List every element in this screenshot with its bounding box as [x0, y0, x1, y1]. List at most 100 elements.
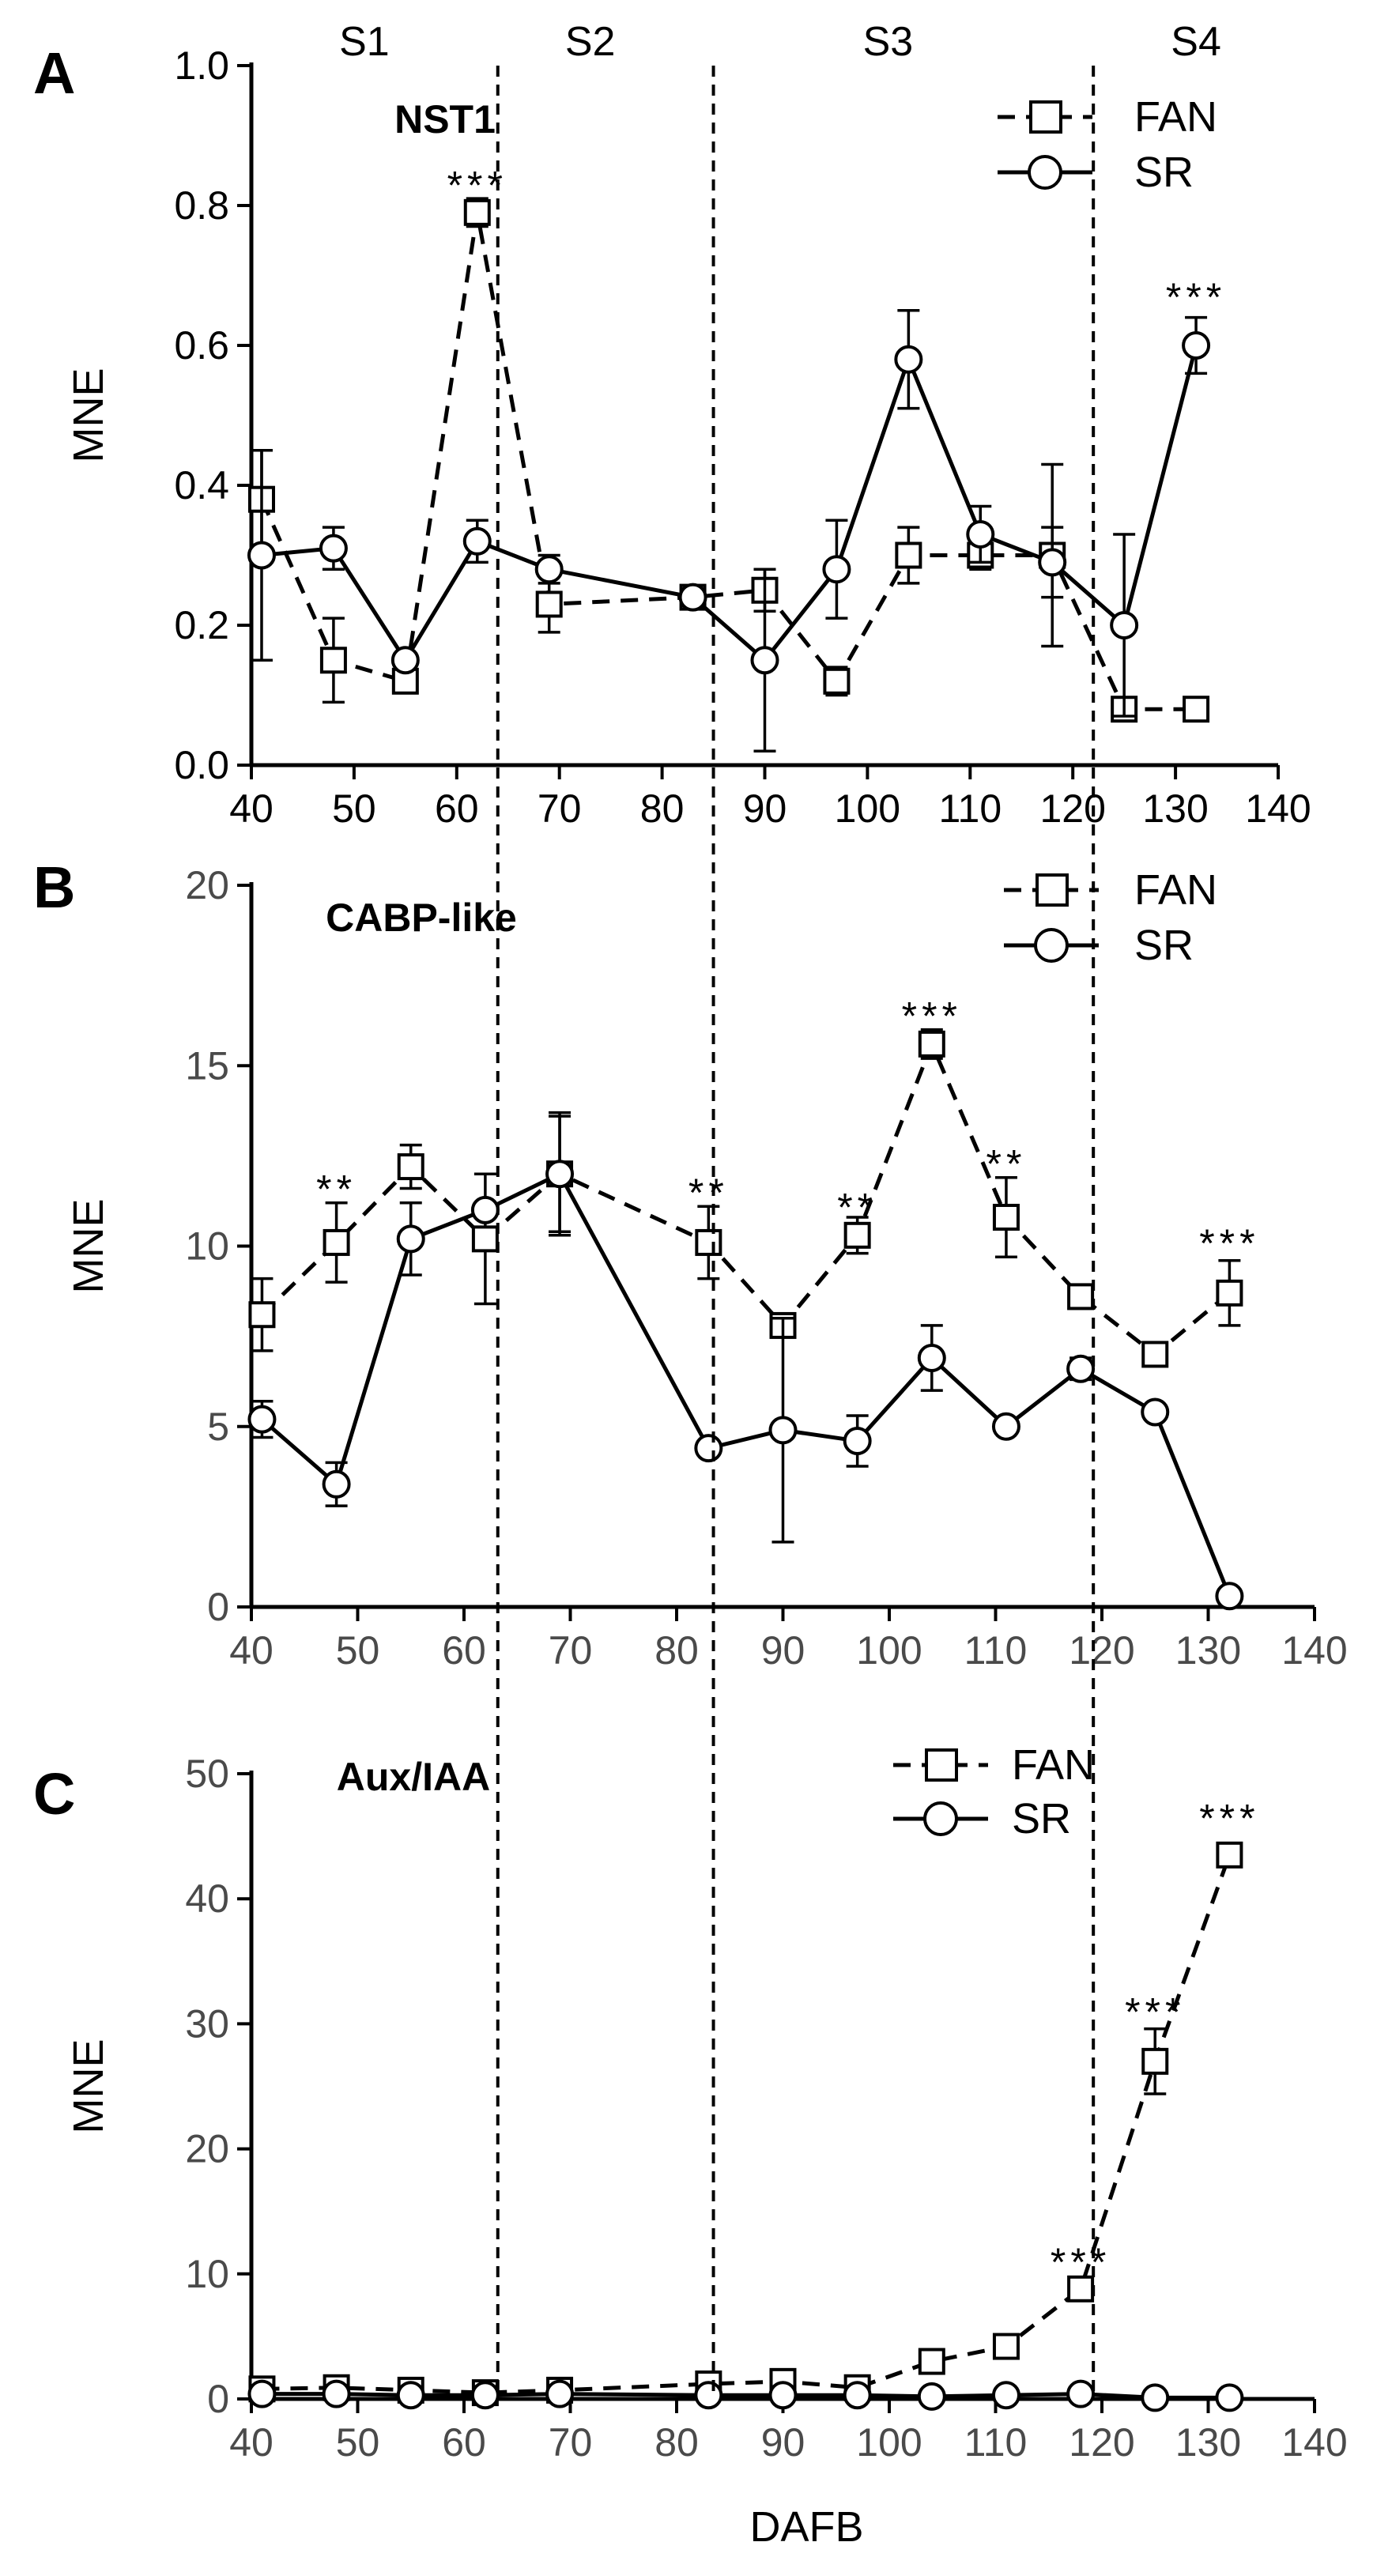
y-tick-label: 30 — [185, 2001, 229, 2046]
x-tick-label: 60 — [442, 2420, 486, 2465]
data-point-fan — [918, 1030, 945, 1058]
stage-label-s4: S4 — [1171, 19, 1221, 65]
legend-marker-fan — [925, 1748, 958, 1782]
data-point-sr — [247, 2379, 277, 2408]
data-point-sr — [750, 646, 779, 675]
x-tick-label: 120 — [1069, 2420, 1134, 2465]
data-point-sr — [768, 2381, 798, 2410]
data-point-sr — [470, 2381, 500, 2410]
data-point-sr — [894, 345, 923, 374]
x-tick-label: 90 — [761, 1628, 805, 1673]
data-point-sr — [470, 1195, 500, 1224]
series-fan — [248, 1028, 1243, 1368]
stage-label-s3: S3 — [863, 19, 914, 65]
x-tick-label: 50 — [336, 2420, 380, 2465]
data-point-sr — [1215, 1582, 1244, 1611]
x-tick-label: 80 — [655, 1628, 699, 1673]
data-point-sr — [322, 2379, 351, 2408]
y-tick-label: 0.2 — [174, 603, 229, 647]
y-axis-title: MNE — [65, 368, 112, 463]
legend-label-sr: SR — [1012, 1795, 1071, 1842]
y-tick-label: 15 — [185, 1043, 229, 1088]
x-tick-label: 90 — [743, 786, 787, 831]
x-tick-label: 70 — [549, 2420, 593, 2465]
x-tick-label: 40 — [229, 786, 273, 831]
data-point-sr — [694, 1434, 723, 1463]
series-line-fan — [259, 212, 1197, 711]
x-tick-label: 110 — [964, 1628, 1028, 1673]
x-tick-label: 140 — [1281, 1628, 1347, 1673]
x-tick-label: 130 — [1175, 1628, 1241, 1673]
data-point-fan — [992, 2333, 1020, 2360]
x-tick-label: 130 — [1175, 2420, 1241, 2465]
data-point-fan — [895, 541, 922, 569]
data-point-fan — [1183, 696, 1210, 723]
legend: FAN SR — [893, 1741, 1095, 1842]
data-point-sr — [247, 541, 276, 570]
x-tick-label: 120 — [1039, 786, 1105, 831]
panel-title: Aux/IAA — [337, 1755, 490, 1799]
panel-letter: A — [33, 40, 75, 106]
data-point-sr — [917, 1344, 946, 1373]
x-tick-label: 140 — [1245, 786, 1311, 831]
data-point-sr — [1141, 2383, 1170, 2412]
significance-mark: *** — [1166, 275, 1226, 319]
data-point-sr — [1066, 2379, 1096, 2408]
data-point-sr — [396, 2381, 425, 2410]
y-tick-label: 0 — [207, 2377, 229, 2421]
legend-label-fan: FAN — [1012, 1741, 1095, 1789]
data-point-fan — [1067, 1283, 1095, 1311]
panel-a: A NST1 0.0 0.2 0.4 0.6 0.8 1.0 40 50 60 70 80 90 100 11… — [33, 19, 1311, 831]
data-point-fan — [823, 667, 851, 695]
x-tick-label: 40 — [229, 2420, 273, 2465]
y-tick-label: 0.6 — [174, 323, 229, 368]
series-line-fan — [262, 1854, 1232, 2395]
data-point-sr — [694, 2381, 723, 2410]
data-point-fan — [463, 198, 491, 226]
data-point-sr — [822, 555, 851, 584]
x-tick-label: 100 — [835, 786, 900, 831]
series-sr — [247, 1115, 1244, 1611]
data-point-fan — [1216, 1279, 1243, 1307]
y-tick-label: 40 — [185, 1876, 229, 1921]
legend-marker-sr — [1028, 155, 1062, 190]
x-tick-label: 130 — [1142, 786, 1208, 831]
x-tick-label: 110 — [964, 2420, 1028, 2465]
data-point-sr — [768, 1416, 798, 1445]
y-tick-label: 20 — [185, 863, 229, 907]
x-tick-label: 100 — [856, 1628, 922, 1673]
x-tick-label: 120 — [1069, 1628, 1134, 1673]
x-tick-label: 50 — [336, 1628, 380, 1673]
data-point-fan — [695, 1228, 722, 1256]
y-tick-label: 10 — [185, 2252, 229, 2296]
legend-label-sr: SR — [1134, 922, 1194, 969]
series-sr — [247, 309, 1211, 753]
data-point-fan — [248, 1301, 276, 1329]
data-point-sr — [534, 555, 564, 584]
data-point-sr — [1182, 331, 1211, 360]
data-point-sr — [843, 2381, 872, 2410]
legend-marker-fan — [1036, 873, 1069, 907]
significance-mark: *** — [902, 994, 962, 1038]
data-point-fan — [397, 1153, 424, 1181]
legend-label-fan: FAN — [1134, 93, 1217, 141]
data-point-sr — [678, 583, 707, 612]
data-point-sr — [991, 1412, 1020, 1441]
data-point-fan — [843, 1221, 871, 1249]
significance-mark: *** — [1051, 2240, 1111, 2284]
x-tick-label: 70 — [538, 786, 582, 831]
y-tick-label: 5 — [207, 1405, 229, 1449]
data-point-sr — [1141, 1397, 1170, 1427]
x-tick-label: 90 — [761, 2420, 805, 2465]
data-point-sr — [1110, 611, 1139, 639]
panel-b: B CABP-like 0 5 10 15 20 40 50 60 70 80 90 100 110 120 1… — [33, 854, 1348, 1673]
x-tick-label: 70 — [549, 1628, 593, 1673]
data-point-fan — [323, 1228, 350, 1256]
x-tick-label: 60 — [442, 1628, 486, 1673]
data-point-fan — [1141, 2047, 1169, 2075]
y-tick-label: 0.0 — [174, 743, 229, 787]
x-tick-label: 110 — [938, 786, 1002, 831]
x-tick-label: 80 — [640, 786, 685, 831]
x-tick-label: 100 — [856, 2420, 922, 2465]
panel-letter: B — [33, 854, 75, 920]
